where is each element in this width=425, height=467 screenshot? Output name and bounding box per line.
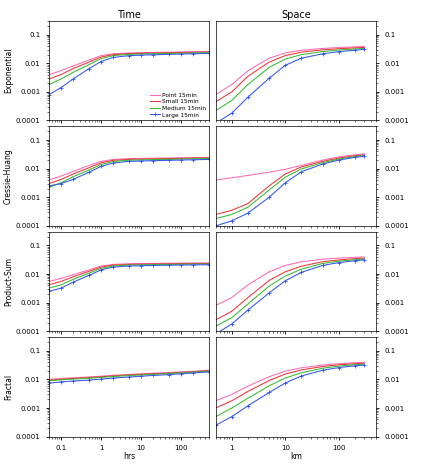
Y-axis label: Fractal: Fractal [4, 374, 13, 400]
Y-axis label: Cressie-Huang: Cressie-Huang [4, 148, 13, 204]
Title: Time: Time [117, 10, 141, 20]
Y-axis label: Exponential: Exponential [4, 48, 13, 93]
Title: Space: Space [281, 10, 311, 20]
X-axis label: km: km [290, 453, 302, 461]
Legend: Point 15min, Small 15min, Medium 15min, Large 15min: Point 15min, Small 15min, Medium 15min, … [150, 93, 207, 118]
Y-axis label: Product-Sum: Product-Sum [4, 257, 13, 306]
X-axis label: hrs: hrs [123, 453, 135, 461]
